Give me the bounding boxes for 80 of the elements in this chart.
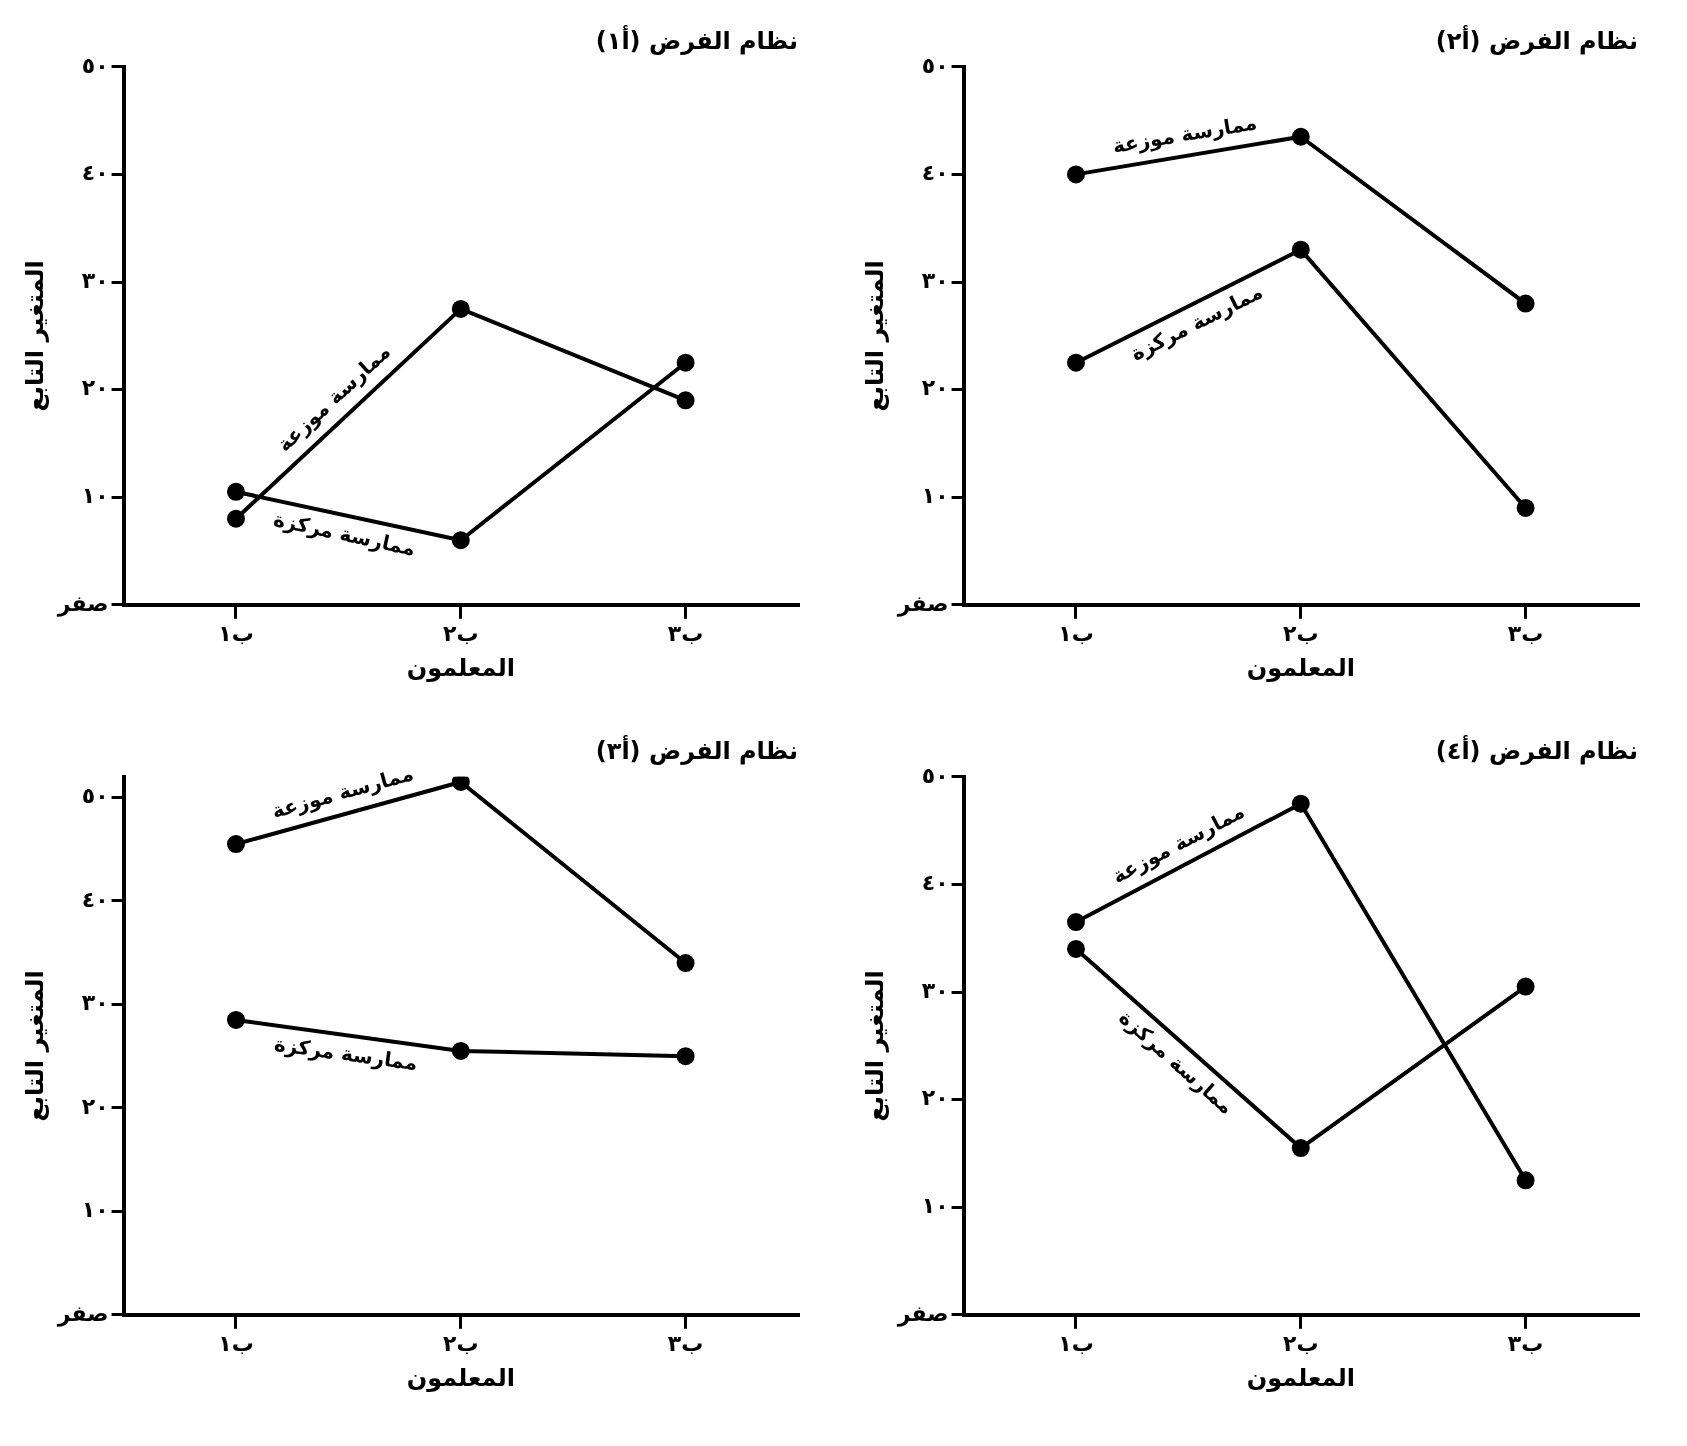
y-axis-title: المتغير التابع [20,260,49,412]
x-tick-label: ب٣ [1507,620,1544,646]
point [451,776,470,791]
point [676,391,695,410]
y-tick-label: ١٠ [81,1197,109,1223]
x-tick-label: ب١ [218,1330,254,1356]
chart-title: نظام الفرض (أ٢) [1435,24,1638,55]
text: ممارسة مركزة [272,1031,419,1076]
y-tick-label: صفر [56,1300,109,1327]
text: ممارسة موزعة [1108,799,1249,889]
point [1066,353,1085,372]
text: ممارسة مركزة [1126,279,1267,366]
y-tick-label: ٣٠ [921,267,949,293]
point [1291,1139,1310,1158]
x-tick-label: ب٢ [1283,620,1319,646]
y-tick-label: ١٠ [921,1192,949,1218]
point [451,531,470,550]
point [1516,1171,1535,1190]
point [226,835,245,854]
point [226,1010,245,1029]
x-tick-label: ب٣ [667,1330,704,1356]
y-tick-label: ١٠ [81,482,109,508]
point [1516,294,1535,313]
x-tick-label: ب٢ [1283,1330,1319,1356]
y-axis-title: المتغير التابع [860,260,889,412]
y-tick-label: ٢٠ [921,1085,949,1111]
y-axis-title: المتغير التابع [860,970,889,1122]
point [676,353,695,372]
point [226,482,245,501]
text: ممارسة مركزة [1114,1005,1239,1119]
point [1066,913,1085,932]
x-tick-label: ب٣ [667,620,704,646]
y-tick-label: ٢٠ [81,375,109,401]
point [451,299,470,318]
point [1291,794,1310,813]
text: ممارسة مركزة [271,506,418,561]
point [1291,127,1310,146]
text: ممارسة موزعة [269,761,416,823]
chart-title: نظام الفرض (أ٣) [595,734,798,765]
point [676,954,695,973]
x-axis-title: المعلمون [406,1363,515,1392]
point [451,1041,470,1060]
y-tick-label: ٤٠ [921,870,949,896]
y-tick-label: ٤٠ [921,160,949,186]
y-tick-label: ٥٠ [921,52,949,78]
chart-title: نظام الفرض (أ٤) [1435,734,1638,765]
x-tick-label: ب٢ [443,620,479,646]
point [1516,977,1535,996]
x-tick-label: ب١ [218,620,254,646]
x-tick-label: ب٢ [443,1330,479,1356]
point [1066,165,1085,184]
x-tick-label: ب١ [1058,620,1094,646]
text: ممارسة موزعة [272,339,395,457]
y-tick-label: ٣٠ [81,990,109,1016]
y-tick-label: ١٠ [921,482,949,508]
text: ممارسة موزعة [1110,110,1259,158]
x-tick-label: ب٣ [1507,1330,1544,1356]
y-tick-label: ٥٠ [81,52,109,78]
y-tick-label: صفر [896,1300,949,1327]
x-axis-title: المعلمون [406,653,515,682]
point [1516,498,1535,517]
y-axis-title: المتغير التابع [20,970,49,1122]
y-tick-label: ٢٠ [921,375,949,401]
y-tick-label: ٣٠ [921,977,949,1003]
point [226,509,245,528]
point [1066,939,1085,958]
y-tick-label: صفر [896,590,949,617]
point [1291,240,1310,259]
y-tick-label: ٤٠ [81,160,109,186]
chart-title: نظام الفرض (أ١) [595,24,798,55]
x-axis-title: المعلمون [1246,1363,1355,1392]
y-tick-label: ٥٠ [81,783,109,809]
y-tick-label: ٢٠ [81,1093,109,1119]
y-tick-label: ٤٠ [81,886,109,912]
x-tick-label: ب١ [1058,1330,1094,1356]
x-axis-title: المعلمون [1246,653,1355,682]
y-tick-label: صفر [56,590,109,617]
y-tick-label: ٣٠ [81,267,109,293]
y-tick-label: ٥٠ [921,762,949,788]
point [676,1047,695,1066]
